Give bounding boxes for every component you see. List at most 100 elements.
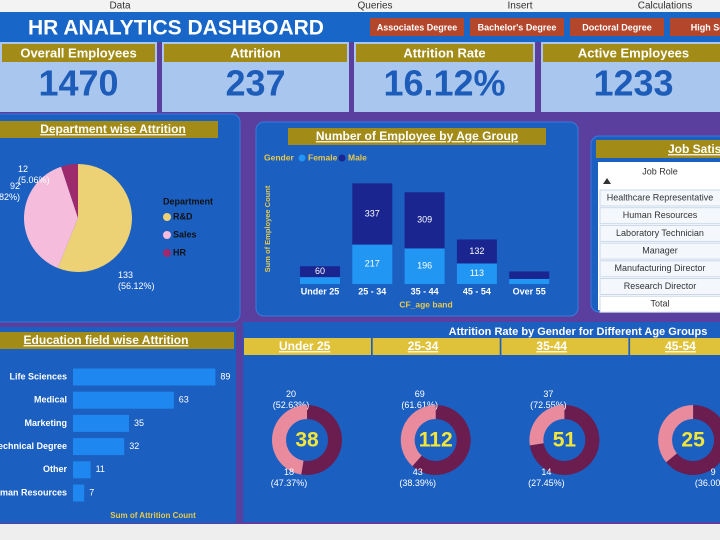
bar — [73, 414, 129, 432]
filter-button[interactable] — [670, 18, 720, 36]
bar-segment — [404, 248, 445, 284]
data-label: 9(36.00%) — [695, 467, 720, 488]
axis-title: Sum of Attrition Count — [110, 511, 196, 520]
bar-segment — [352, 183, 393, 245]
kpi-header — [356, 44, 533, 62]
table-row — [599, 295, 720, 313]
dashboard-title: HR ANALYTICS DASHBOARD — [28, 17, 324, 40]
chart-title: Attrition Rate by Gender for Different A… — [449, 326, 708, 338]
legend-title: Department — [163, 196, 213, 206]
legend-label: Female — [308, 152, 338, 162]
data-label: 217 — [365, 259, 380, 269]
table-cell: Laboratory Technician — [616, 228, 704, 238]
column-label: 35-44 — [536, 339, 567, 353]
chart-title: Number of Employee by Age Group — [316, 129, 518, 143]
legend-swatch — [163, 213, 171, 221]
data-label: 132 — [469, 246, 484, 256]
data-label: 43 (38.39%) — [399, 467, 436, 488]
column-header — [372, 338, 500, 355]
kpi-label: Overall Employees — [20, 45, 136, 60]
donut-segment — [658, 405, 694, 463]
table-row — [599, 189, 720, 207]
y-tick-label: Marketing — [24, 418, 67, 428]
bar-segment — [300, 266, 340, 278]
title-band — [596, 140, 720, 158]
kpi-header — [164, 44, 347, 62]
y-tick-label: Life Sciences — [9, 371, 67, 381]
pie-slice — [24, 166, 78, 269]
kpi-label: Attrition Rate — [403, 45, 485, 60]
donut-total: 51 — [553, 429, 577, 452]
title-band — [0, 121, 218, 138]
table-cell: Total — [650, 299, 669, 309]
filter-button[interactable] — [570, 18, 664, 36]
y-tick-label: Human Resources — [0, 487, 67, 497]
chart-title: Education field wise Attrition — [24, 333, 189, 347]
title-band — [0, 332, 234, 349]
bar-segment — [456, 263, 497, 284]
data-label: 89 — [220, 371, 230, 381]
table-header: Job Role — [642, 166, 678, 176]
donut-segment — [301, 405, 342, 475]
filter-button[interactable] — [370, 18, 464, 36]
kpi-header — [2, 44, 155, 62]
filter-button[interactable] — [470, 18, 564, 36]
data-label: 11 — [96, 464, 105, 474]
legend-label: HR — [173, 247, 186, 257]
legend-label: Male — [348, 152, 367, 162]
x-tick-label: Over 55 — [513, 286, 546, 296]
kpi-value: 16.12% — [383, 63, 505, 104]
column-label: 45-54 — [665, 339, 696, 353]
bar — [73, 484, 85, 502]
kpi-label: Attrition — [230, 45, 281, 60]
column-label: Under 25 — [279, 339, 331, 353]
menu-item[interactable]: Calculations — [638, 1, 692, 12]
data-label: 7 — [89, 487, 94, 497]
legend-label: R&D — [173, 211, 193, 221]
x-tick-label: 45 - 54 — [463, 286, 491, 296]
donut-segment — [412, 405, 471, 475]
donut-segment — [529, 405, 600, 476]
filter-label: Bachelor's Degree — [478, 22, 557, 32]
table-cell: Manager — [642, 245, 678, 255]
bar — [73, 461, 91, 479]
bar — [73, 438, 125, 456]
sort-icon[interactable] — [603, 178, 611, 184]
table-row — [599, 260, 720, 278]
filter-label: Doctoral Degree — [582, 22, 652, 32]
table-row — [599, 207, 720, 225]
donut-total: 38 — [295, 429, 319, 452]
filter-label: High School — [691, 22, 720, 32]
menu-item[interactable]: Insert — [507, 1, 532, 12]
data-label: 133 (56.12%) — [118, 270, 155, 291]
pie-slice — [57, 164, 132, 273]
data-label: 12 (5.06%) — [18, 164, 50, 185]
menu-item[interactable]: Queries — [357, 1, 392, 12]
legend-label: Sales — [173, 229, 197, 239]
table-row — [599, 242, 720, 260]
data-label: 18 (47.37%) — [271, 467, 308, 488]
x-tick-label: Under 25 — [301, 286, 340, 296]
column-label: 25-34 — [408, 339, 439, 353]
data-label: 14 (27.45%) — [528, 467, 565, 488]
y-tick-label: Technical Degree — [0, 441, 67, 451]
menu-bar — [0, 0, 720, 12]
legend-title: Gender — [264, 152, 294, 162]
legend-swatch — [298, 154, 306, 162]
legend-swatch — [338, 154, 346, 162]
donut-segment — [271, 405, 307, 475]
table-cell: Healthcare Representative — [607, 192, 714, 202]
data-label: 113 — [470, 268, 484, 278]
y-tick-label: Medical — [34, 395, 67, 405]
legend-swatch — [163, 249, 171, 257]
table-title: Job Satisfaction — [668, 142, 720, 156]
x-tick-label: 25 - 34 — [358, 286, 386, 296]
kpi-value: 237 — [225, 63, 285, 104]
pie-slice — [61, 164, 78, 218]
menu-item[interactable]: Data — [109, 1, 131, 12]
kpi-label: Active Employees — [578, 45, 689, 60]
donut-segment — [529, 405, 565, 446]
data-label: 69 (61.61%) — [401, 389, 438, 410]
